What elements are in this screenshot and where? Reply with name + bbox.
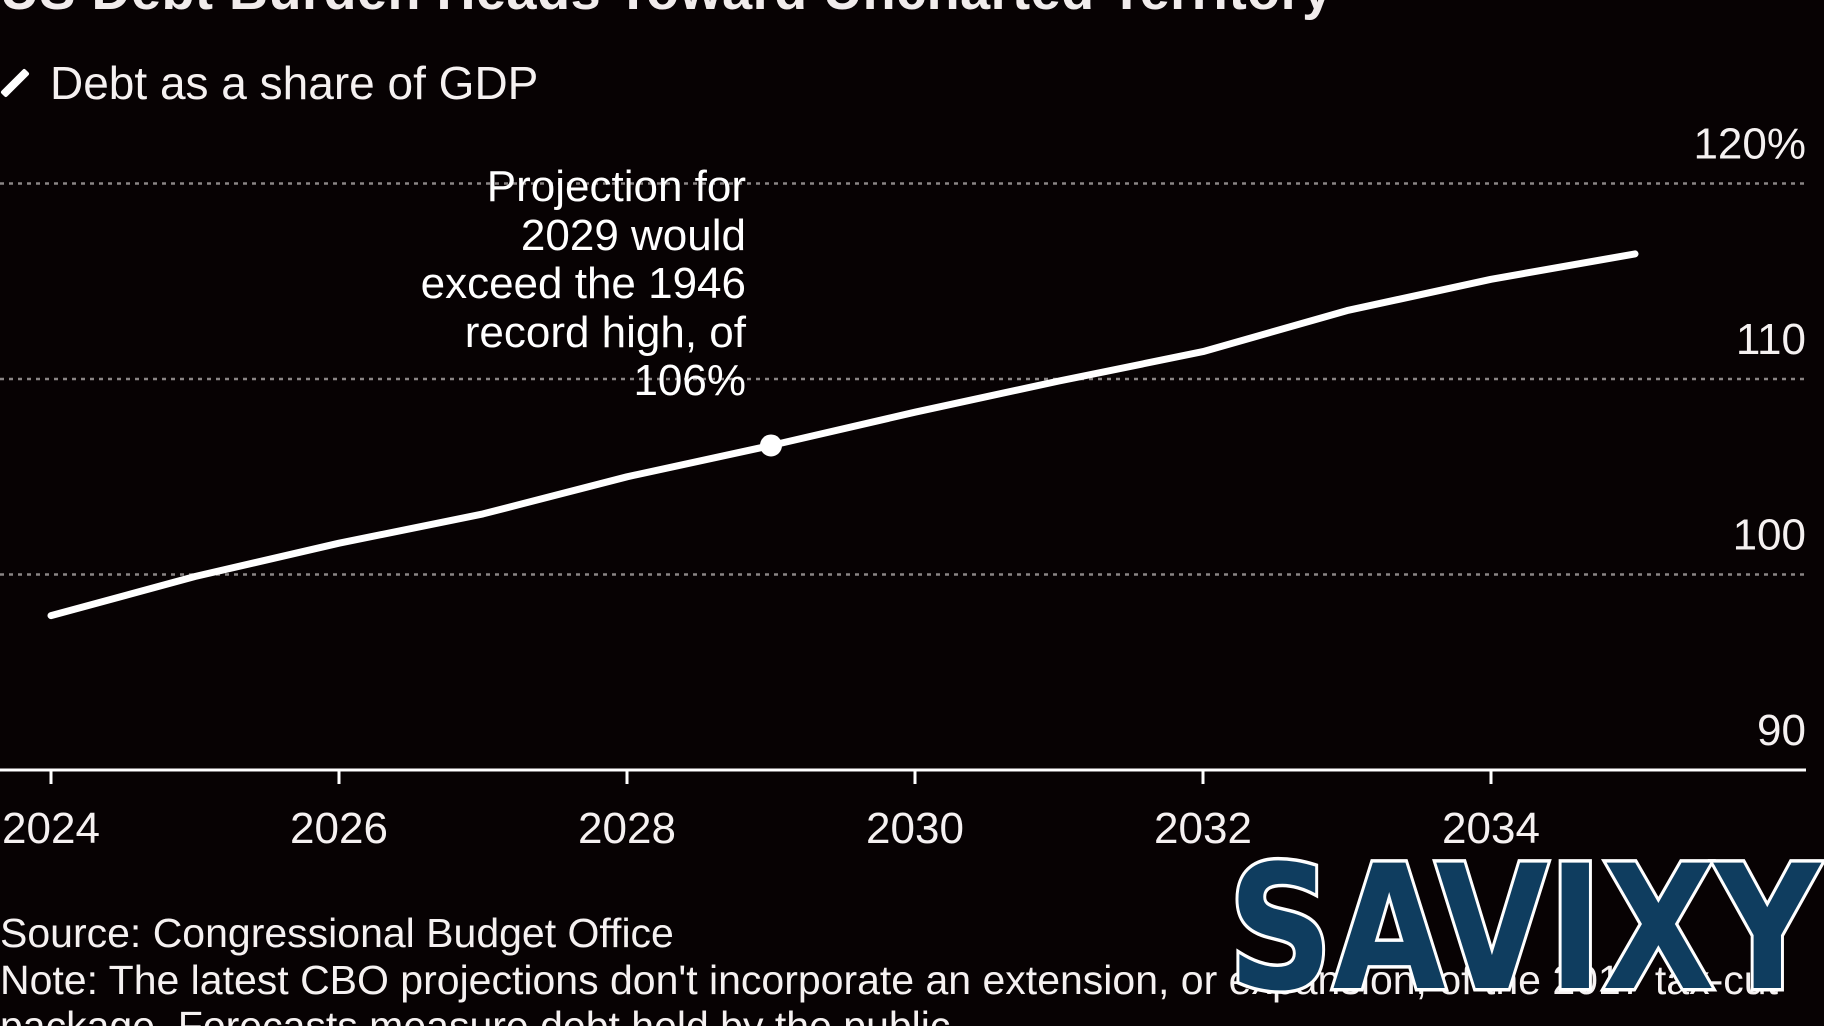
x-tick-label-2024: 2024 bbox=[2, 804, 100, 853]
chart-annotation: Projection for 2029 would exceed the 194… bbox=[420, 162, 746, 405]
y-tick-label-120: 120% bbox=[1693, 120, 1806, 169]
y-tick-label-100: 100 bbox=[1733, 511, 1806, 560]
note-text: Note: The latest CBO projections don't i… bbox=[0, 957, 1778, 1026]
x-tick-label-2028: 2028 bbox=[578, 804, 676, 853]
y-tick-label-90: 90 bbox=[1757, 706, 1806, 755]
series-line-debt-to-gdp bbox=[47, 250, 1639, 620]
chart-legend: Debt as a share of GDP bbox=[0, 56, 538, 110]
x-tick-label-2030: 2030 bbox=[866, 804, 964, 853]
highlight-point-2029 bbox=[760, 434, 782, 457]
x-tick-label-2034: 2034 bbox=[1442, 804, 1540, 853]
x-axis-labels: 2024 2026 2028 2030 2032 2034 bbox=[2, 770, 1540, 853]
y-axis-labels: 120% 110 100 90 bbox=[1693, 120, 1806, 756]
savixy-watermark-logo: SAVIXY bbox=[1228, 838, 1824, 1018]
y-tick-label-110: 110 bbox=[1736, 315, 1806, 364]
legend-label: Debt as a share of GDP bbox=[50, 57, 539, 109]
gridlines bbox=[0, 182, 1806, 576]
x-tick-label-2026: 2026 bbox=[290, 804, 388, 853]
x-tick-label-2032: 2032 bbox=[1154, 804, 1252, 853]
source-text: Source: Congressional Budget Office bbox=[0, 910, 674, 956]
watermark-text: SAVIXY bbox=[1228, 838, 1822, 1018]
data-series bbox=[47, 250, 1639, 620]
chart-title: US Debt Burden Heads Toward Uncharted Te… bbox=[0, 0, 1333, 22]
